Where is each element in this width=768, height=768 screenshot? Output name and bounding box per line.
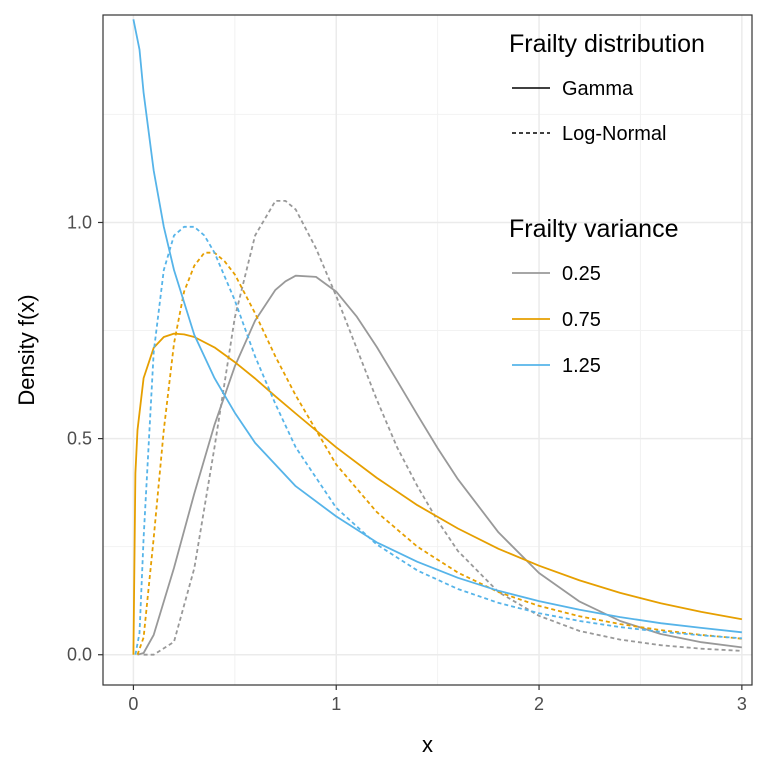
y-tick-label: 0.5 xyxy=(67,429,92,449)
y-tick-label: 1.0 xyxy=(67,212,92,232)
series-line-lognormal-1-25 xyxy=(134,225,742,655)
series-line-gamma-1-25 xyxy=(132,19,742,634)
legend-title-variance: Frailty variance xyxy=(509,215,679,243)
series-line-gamma-0-25 xyxy=(137,274,743,656)
legend-label-variance-0-25: 0.25 xyxy=(562,263,601,285)
plot-panel-border xyxy=(102,14,753,686)
series-line-lognormal-0-75 xyxy=(136,251,742,656)
legend-title-distribution: Frailty distribution xyxy=(509,30,705,58)
grid-lines xyxy=(103,15,752,685)
legend-frailty-variance: Frailty variance 0.25 0.75 1.25 xyxy=(509,215,679,377)
series-line-gamma-0-75 xyxy=(132,332,743,655)
plot-panel xyxy=(103,15,752,685)
x-tick-label: 3 xyxy=(737,694,747,714)
series-layer xyxy=(132,19,743,656)
x-tick-label: 1 xyxy=(331,694,341,714)
x-axis-title: x xyxy=(422,732,433,757)
y-axis-title: Density f(x) xyxy=(14,294,39,405)
legend-label-lognormal: Log-Normal xyxy=(562,123,666,145)
axes: 0 1 2 3 0.0 0.5 1.0 xyxy=(67,212,747,714)
legend-label-variance-0-75: 0.75 xyxy=(562,309,601,331)
series-line-lognormal-0-25 xyxy=(143,200,742,656)
y-tick-label: 0.0 xyxy=(67,645,92,665)
x-tick-label: 0 xyxy=(128,694,138,714)
legend-label-gamma: Gamma xyxy=(562,78,634,100)
legend-label-variance-1-25: 1.25 xyxy=(562,355,601,377)
x-tick-label: 2 xyxy=(534,694,544,714)
legend-frailty-distribution: Frailty distribution Gamma Log-Normal xyxy=(509,30,705,145)
